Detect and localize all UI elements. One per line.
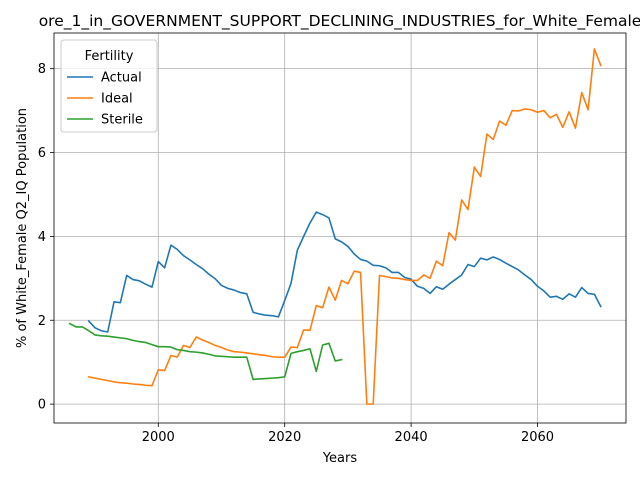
x-axis: 2000 2020 2040 2060 bbox=[142, 423, 554, 445]
y-tick-label: 0 bbox=[38, 398, 46, 413]
series-line-sterile bbox=[68, 322, 343, 381]
y-axis-label: % of White_Female Q2_IQ Population bbox=[15, 108, 30, 348]
plot-frame bbox=[53, 32, 627, 424]
legend: Fertility Actual Ideal Sterile bbox=[60, 39, 158, 133]
x-tick-label: 2020 bbox=[268, 430, 301, 445]
y-axis: 0 2 4 6 8 bbox=[38, 62, 54, 413]
y-tick-label: 4 bbox=[38, 230, 46, 245]
y-tick-label: 8 bbox=[38, 62, 46, 77]
legend-label-actual: Actual bbox=[101, 71, 142, 86]
grid-lines bbox=[54, 33, 626, 423]
chart-title: ore_1_in_GOVERNMENT_SUPPORT_DECLINING_IN… bbox=[39, 12, 640, 31]
series-line-actual bbox=[87, 211, 602, 333]
x-axis-label: Years bbox=[322, 451, 358, 466]
legend-label-ideal: Ideal bbox=[101, 92, 133, 107]
series-line-ideal bbox=[87, 48, 602, 405]
legend-title: Fertility bbox=[85, 49, 134, 64]
x-tick-label: 2040 bbox=[395, 430, 428, 445]
x-tick-label: 2060 bbox=[521, 430, 554, 445]
y-tick-label: 6 bbox=[38, 146, 46, 161]
x-tick-label: 2000 bbox=[142, 430, 175, 445]
legend-label-sterile: Sterile bbox=[101, 113, 143, 128]
y-tick-label: 2 bbox=[38, 314, 46, 329]
legend-box bbox=[60, 39, 158, 133]
series-layer bbox=[68, 48, 602, 405]
